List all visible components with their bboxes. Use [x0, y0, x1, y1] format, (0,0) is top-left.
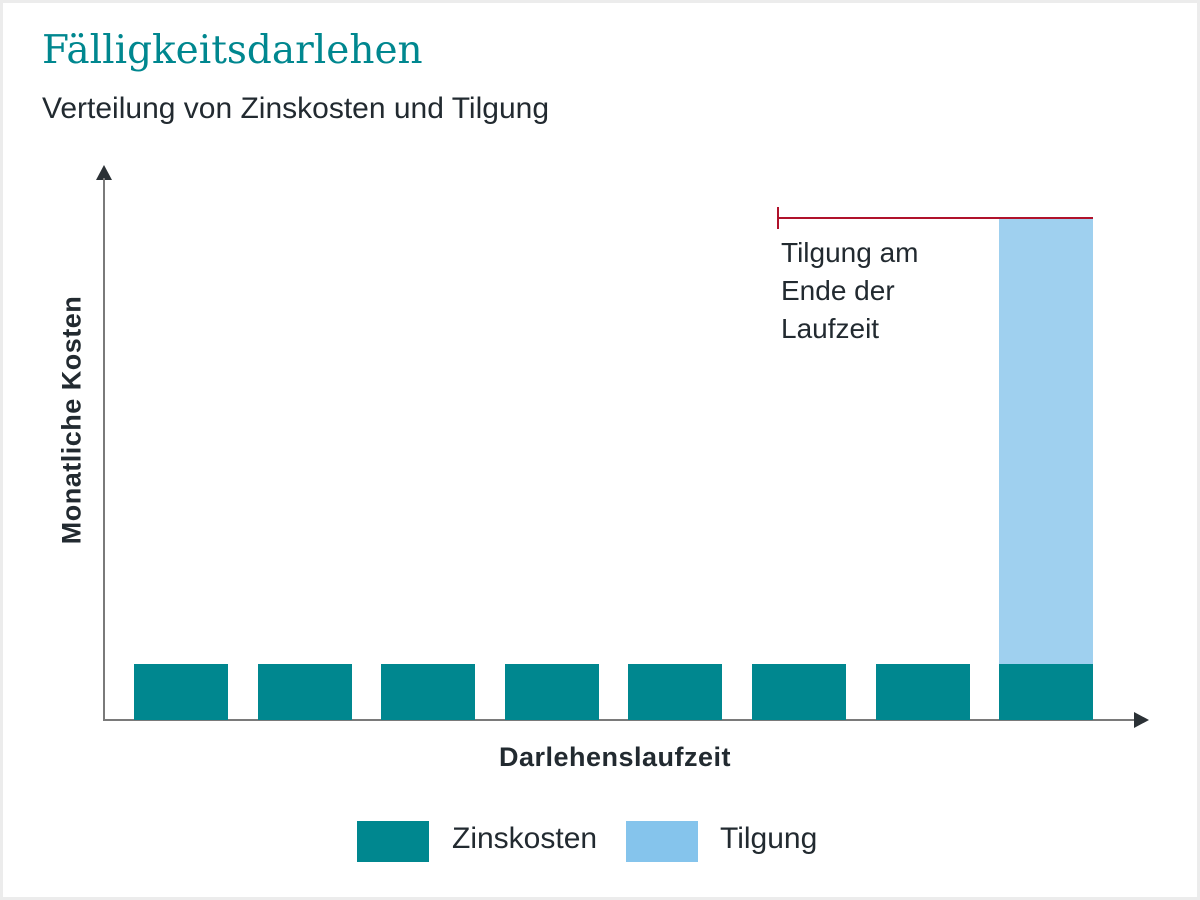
- bar-zinskosten-5: [628, 664, 722, 720]
- y-axis-arrow-icon: [96, 165, 112, 180]
- annotation-text: Tilgung am Ende der Laufzeit: [781, 237, 919, 344]
- bar-zinskosten-1: [134, 664, 228, 720]
- chart-subtitle: Verteilung von Zinskosten und Tilgung: [42, 92, 549, 125]
- bar-zinskosten-2: [258, 664, 352, 720]
- legend-swatch-zinskosten: [357, 821, 429, 862]
- legend-label-zinskosten: Zinskosten: [452, 822, 598, 855]
- x-axis: [103, 719, 1137, 721]
- y-axis-label: Monatliche Kosten: [56, 295, 87, 545]
- x-axis-label: Darlehenslaufzeit: [498, 742, 732, 772]
- y-axis: [103, 178, 105, 721]
- chart-title: Fälligkeitsdarlehen: [42, 28, 423, 73]
- bar-zinskosten-4: [505, 664, 599, 720]
- x-axis-arrow-icon: [1134, 712, 1149, 728]
- bar-zinskosten-8: [999, 664, 1093, 720]
- bar-zinskosten-3: [381, 664, 475, 720]
- annotation-line: [778, 217, 1093, 219]
- bar-zinskosten-6: [752, 664, 846, 720]
- bar-zinskosten-7: [876, 664, 970, 720]
- legend-label-tilgung: Tilgung: [720, 822, 818, 855]
- bar-tilgung-8: [999, 218, 1093, 664]
- legend-swatch-tilgung: [626, 821, 698, 862]
